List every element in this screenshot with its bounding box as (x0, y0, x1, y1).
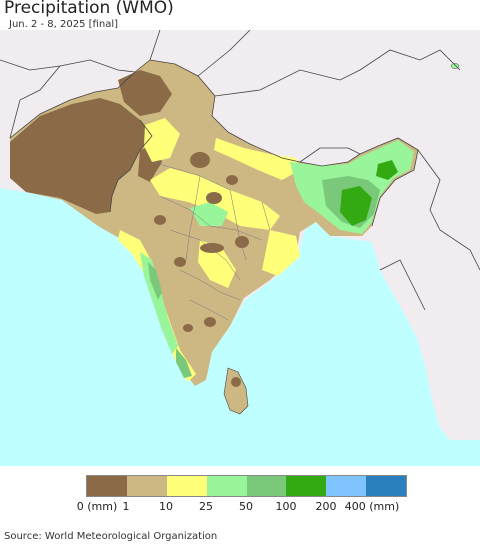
dry-patch (190, 152, 210, 168)
legend-swatch (286, 476, 327, 496)
map-date-range: Jun. 2 - 8, 2025 [final] (9, 19, 119, 30)
sri-lanka (223, 367, 249, 415)
country-borders (0, 30, 480, 311)
legend-tick: 0 (mm) (76, 500, 118, 513)
legend-tick: 1 (122, 500, 130, 513)
map-title: Precipitation (WMO) (4, 0, 174, 18)
legend-tick: 10 (159, 500, 173, 513)
light-green-central-patch (190, 202, 228, 226)
dry-patch (154, 215, 166, 225)
legend-swatch (326, 476, 367, 496)
state-borders (151, 161, 271, 321)
sri-lanka-dry-patch (231, 377, 241, 387)
yellow-zone-gangetic (214, 138, 300, 180)
legend-swatch (166, 476, 207, 496)
dry-patch (226, 175, 238, 185)
dry-patch (174, 257, 186, 267)
dry-patch (235, 236, 249, 248)
dry-patch (206, 192, 222, 204)
legend-tick: 200 (315, 500, 337, 513)
legend-swatch (126, 476, 167, 496)
green-zone-west-coast (148, 262, 162, 300)
dry-patch (200, 243, 224, 253)
legend-swatch (87, 476, 127, 496)
heavy-rain-assam (376, 160, 398, 180)
yellow-zone-north (144, 118, 180, 162)
legend-ticks: 0 (mm) 1 10 25 50 100 200 400 (mm) (0, 500, 480, 514)
green-zone-south-tip (176, 348, 192, 378)
legend-tick: 400 (mm) (344, 500, 400, 513)
heavy-rain-meghalaya (340, 186, 372, 226)
precipitation-map (0, 30, 480, 466)
legend-swatch (366, 476, 406, 496)
north-dry-zone (118, 70, 172, 116)
color-legend (86, 475, 407, 497)
legend-tick: 25 (199, 500, 213, 513)
legend-swatch (206, 476, 247, 496)
pakistan-dry-zone (10, 98, 152, 214)
dry-patch (204, 317, 216, 327)
light-green-west-ghats (140, 252, 178, 354)
source-credit: Source: World Meteorological Organizatio… (4, 531, 218, 542)
dry-patch (183, 324, 193, 332)
legend-tick: 100 (275, 500, 297, 513)
legend-swatch (246, 476, 287, 496)
legend-tick: 50 (239, 500, 253, 513)
yellow-zone-east-coast (262, 230, 300, 276)
outside-land-southeast (392, 292, 480, 440)
